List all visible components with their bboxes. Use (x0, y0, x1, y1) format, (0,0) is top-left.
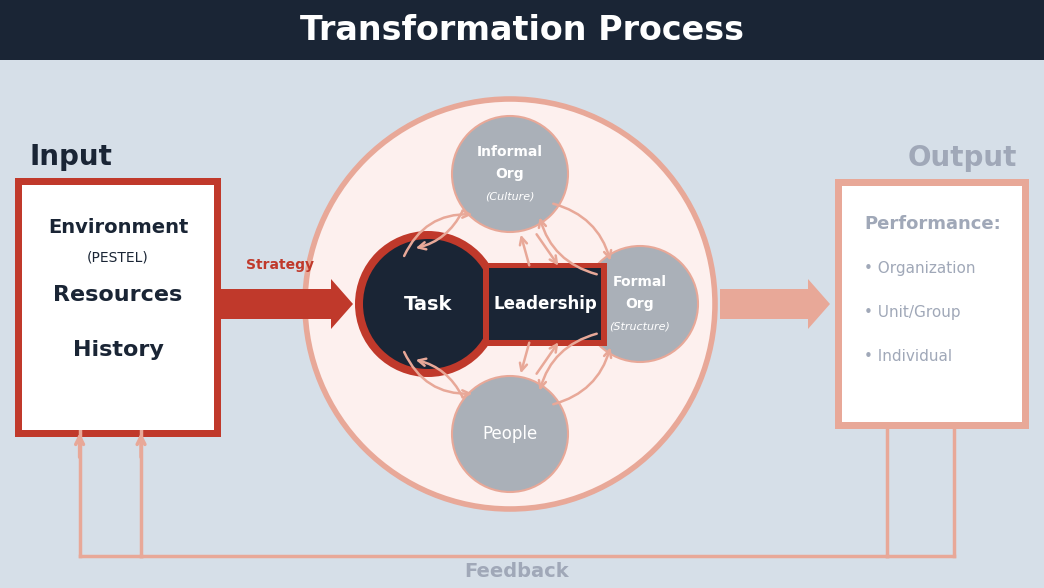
FancyBboxPatch shape (835, 179, 1029, 429)
Text: (PESTEL): (PESTEL) (87, 250, 149, 264)
Circle shape (582, 246, 698, 362)
Text: Task: Task (404, 295, 452, 313)
Text: Formal: Formal (613, 275, 667, 289)
Text: (Structure): (Structure) (610, 321, 670, 331)
FancyBboxPatch shape (15, 178, 221, 437)
FancyArrow shape (720, 279, 830, 329)
Text: • Unit/Group: • Unit/Group (864, 305, 960, 319)
Text: Input: Input (30, 143, 113, 171)
Circle shape (363, 239, 493, 369)
Text: (Culture): (Culture) (485, 191, 535, 201)
Text: Org: Org (496, 167, 524, 181)
Circle shape (452, 376, 568, 492)
Text: • Organization: • Organization (864, 260, 975, 276)
Text: Performance:: Performance: (864, 215, 1001, 233)
FancyBboxPatch shape (843, 186, 1022, 422)
Circle shape (452, 116, 568, 232)
Circle shape (355, 231, 501, 377)
Text: Transformation Process: Transformation Process (300, 14, 744, 47)
Text: Org: Org (625, 297, 655, 311)
Text: Output: Output (907, 144, 1017, 172)
Text: • Individual: • Individual (864, 349, 952, 363)
Text: Informal: Informal (477, 145, 543, 159)
FancyBboxPatch shape (22, 185, 214, 430)
Text: Feedback: Feedback (465, 562, 569, 581)
Text: Resources: Resources (53, 285, 183, 305)
Text: Environment: Environment (48, 218, 188, 236)
Text: Strategy: Strategy (245, 258, 314, 272)
FancyBboxPatch shape (489, 268, 601, 340)
Text: Leadership: Leadership (493, 295, 597, 313)
Text: History: History (73, 340, 164, 360)
FancyBboxPatch shape (0, 0, 1044, 60)
FancyBboxPatch shape (483, 262, 607, 346)
Text: People: People (482, 425, 538, 443)
Circle shape (305, 99, 715, 509)
FancyArrow shape (220, 279, 353, 329)
